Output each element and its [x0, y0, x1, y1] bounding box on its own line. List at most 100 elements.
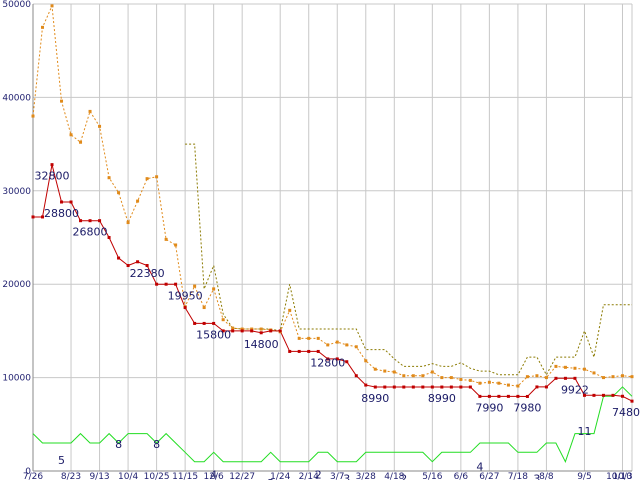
series-point-1 [563, 365, 567, 369]
series-point-2 [468, 385, 472, 389]
x-tick-label: 2/14 [299, 472, 319, 480]
series-point-2 [221, 329, 225, 333]
series-point-1 [297, 336, 301, 340]
data-label: 15800 [196, 328, 231, 341]
series-point-2 [497, 394, 501, 398]
series-point-1 [335, 340, 339, 344]
series-point-2 [117, 256, 121, 260]
data-label: 8990 [428, 392, 456, 405]
series-point-2 [174, 282, 178, 286]
series-point-2 [326, 357, 330, 361]
count-label: 5 [58, 454, 65, 467]
data-label: 26800 [73, 226, 108, 239]
series-point-1 [31, 114, 35, 118]
x-tick-label: 6/27 [479, 472, 499, 480]
series-point-2 [107, 236, 111, 239]
series-point-1 [554, 364, 558, 368]
x-tick-label: 10/10 [606, 472, 632, 480]
series-point-1 [164, 237, 168, 241]
series-point-1 [525, 375, 529, 379]
series-point-1 [573, 366, 577, 370]
series-point-1 [240, 327, 244, 331]
series-point-2 [601, 393, 605, 397]
series-point-1 [440, 376, 444, 380]
series-point-1 [50, 4, 54, 8]
series-point-1 [136, 199, 140, 203]
series-point-2 [259, 331, 263, 335]
data-label: 12800 [310, 356, 345, 369]
x-tick-label: 12/27 [229, 472, 255, 480]
series-point-1 [107, 176, 111, 180]
series-point-1 [364, 359, 368, 363]
series-point-2 [459, 385, 463, 389]
series-lines [32, 3, 633, 463]
series-line-0 [185, 143, 632, 376]
x-tick-label: 7/18 [508, 472, 528, 480]
series-point-2 [335, 357, 339, 361]
series-point-1 [497, 381, 501, 385]
series-point-1 [98, 124, 102, 128]
count-label: 8 [153, 438, 160, 451]
series-point-1 [459, 377, 463, 381]
count-label: 4 [476, 460, 483, 473]
series-point-1 [392, 370, 396, 374]
x-tick-label: 9/13 [89, 472, 109, 480]
data-label: 8990 [361, 392, 389, 405]
series-point-1 [345, 343, 349, 347]
series-point-1 [69, 133, 73, 137]
series-point-1 [620, 374, 624, 378]
series-point-2 [402, 385, 406, 389]
x-tick-label: 4/18 [384, 472, 404, 480]
series-line-1 [32, 3, 633, 387]
data-label: 7980 [513, 401, 541, 414]
series-point-1 [516, 384, 520, 388]
series-point-1 [478, 381, 482, 385]
series-point-1 [468, 378, 472, 382]
data-label: 7990 [475, 401, 503, 414]
series-point-1 [60, 99, 64, 103]
series-point-2 [383, 385, 387, 389]
series-point-1 [383, 369, 387, 373]
series-point-2 [155, 282, 159, 286]
count-label: 3 [267, 477, 274, 480]
x-tick-label: 3/28 [356, 472, 376, 480]
series-point-2 [202, 321, 206, 325]
series-point-2 [126, 264, 130, 268]
y-tick-label: 30000 [2, 187, 31, 197]
series-point-2 [278, 329, 282, 333]
series-point-2 [297, 349, 301, 353]
series-point-2 [145, 264, 149, 268]
y-tick-label: 10000 [2, 374, 31, 384]
count-label: 4 [210, 469, 217, 480]
data-label: 28800 [44, 207, 79, 220]
series-point-1 [193, 284, 197, 288]
data-label: 19950 [168, 290, 203, 303]
series-point-2 [487, 394, 491, 398]
series-point-2 [31, 215, 35, 219]
series-point-1 [449, 376, 453, 380]
series-point-2 [478, 394, 482, 398]
series-point-2 [554, 376, 558, 380]
series-point-1 [307, 336, 311, 340]
series-point-2 [231, 329, 235, 333]
series-point-1 [506, 383, 510, 387]
data-label: 14800 [244, 338, 279, 351]
y-tick-label: 50000 [2, 0, 31, 10]
series-point-2 [364, 383, 368, 387]
series-point-2 [525, 394, 529, 398]
count-label: 11 [577, 425, 591, 438]
series-point-2 [582, 393, 586, 397]
count-label: 2 [400, 472, 407, 480]
series-point-1 [202, 306, 206, 310]
series-point-1 [250, 327, 254, 331]
series-point-1 [630, 375, 634, 379]
series-point-1 [601, 376, 605, 380]
series-point-1 [231, 326, 235, 330]
series-point-1 [79, 140, 83, 144]
y-tick-label: 40000 [2, 93, 31, 103]
count-label: 2 [315, 469, 322, 480]
series-point-2 [307, 349, 311, 353]
